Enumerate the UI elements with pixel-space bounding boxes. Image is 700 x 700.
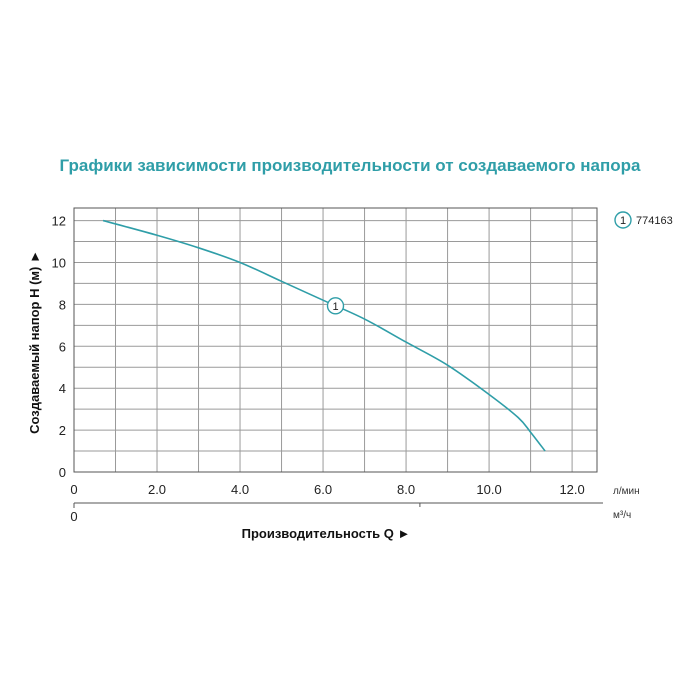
y-tick-label: 12 [52,214,66,229]
x-tick-label: 0 [70,482,77,497]
x2-axis-unit: м³/ч [613,510,631,521]
series-marker-circle [326,297,345,315]
x-axis-unit: л/мин [613,486,640,497]
grid-layer [74,208,597,472]
series-marker: 1 [326,297,345,315]
x-tick-label: 12.0 [559,482,584,497]
y-tick-label: 2 [59,423,66,438]
y-tick-label: 6 [59,339,66,354]
x-tick-label: 10.0 [476,482,501,497]
y-tick-label: 8 [59,297,66,312]
y-tick-label: 10 [52,255,66,270]
x-tick-label: 6.0 [314,482,332,497]
legend-marker-circle [614,211,632,229]
legend-marker-label: 1 [620,215,626,227]
x-tick-labels: 0 2.0 4.0 6.0 8.0 10.0 12.0 [70,482,584,497]
x2-tick-label: 0 [70,509,77,524]
chart-title: Графики зависимости производительности о… [59,156,641,175]
secondary-x-axis: 01.02.03.0 [70,502,603,524]
legend-series-name: 774163 [636,215,673,227]
series-line-774163 [102,219,546,452]
y-axis-label: Создаваемый напор Н (м) ► [27,250,42,434]
y-tick-label: 0 [59,465,66,480]
legend: 1 774163 [614,211,673,229]
series-marker-label: 1 [332,301,338,313]
y-tick-labels: 0 2 4 6 8 10 12 [52,214,66,480]
plot-frame [73,207,598,473]
x-tick-label: 4.0 [231,482,249,497]
x-tick-label: 8.0 [397,482,415,497]
x-axis-label: Производительность Q ► [242,526,411,541]
x-tick-label: 2.0 [148,482,166,497]
y-tick-label: 4 [59,381,66,396]
